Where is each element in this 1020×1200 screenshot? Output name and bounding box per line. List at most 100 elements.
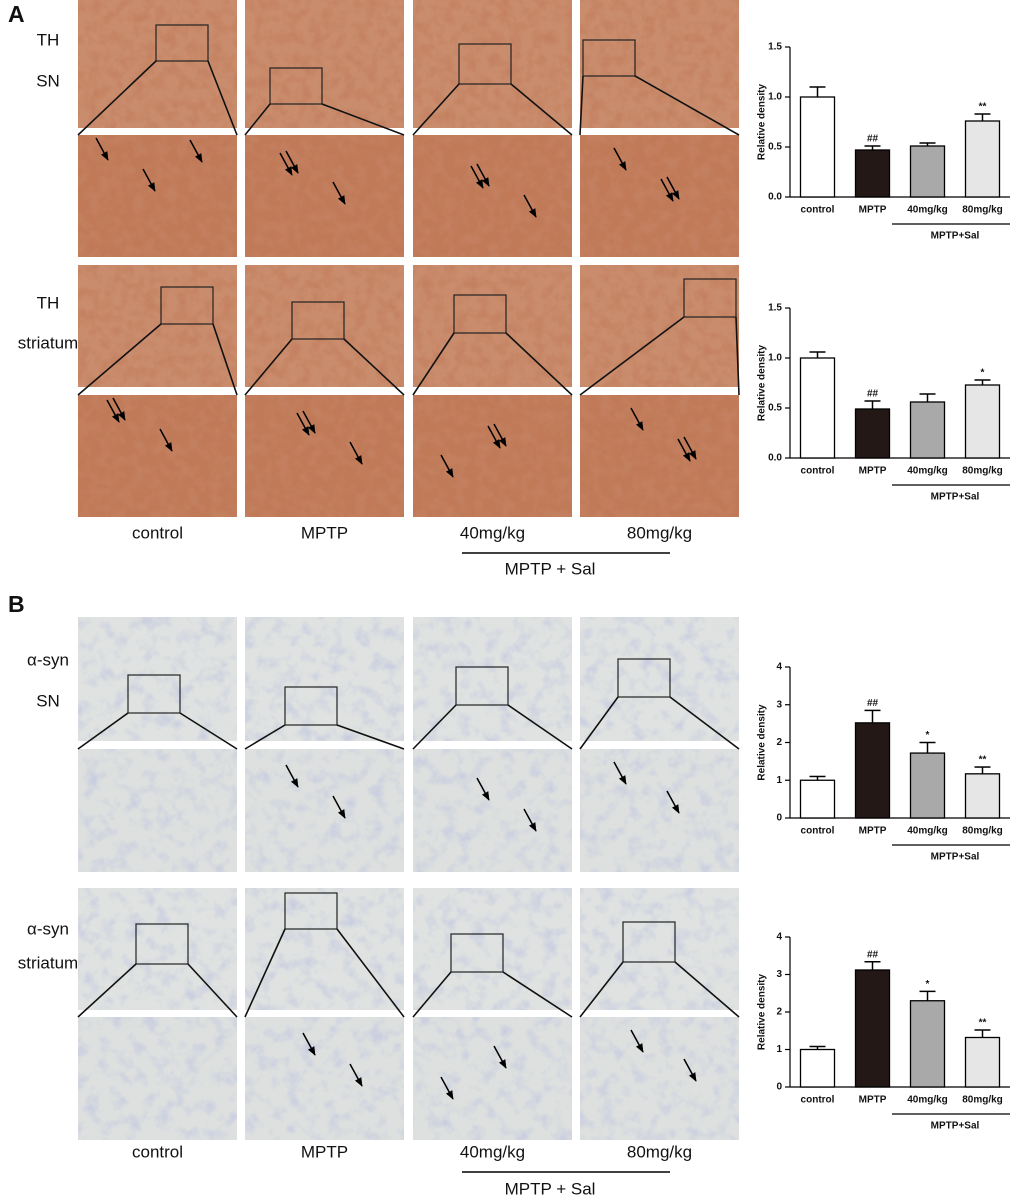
row-label: α-syn <box>27 919 69 938</box>
significance-label: * <box>926 730 930 741</box>
x-tick-label: MPTP <box>859 1095 887 1106</box>
inset-box <box>455 666 509 706</box>
arrow <box>285 150 299 174</box>
column-label: control <box>132 523 183 542</box>
arrow <box>666 790 680 814</box>
x-tick-label: 80mg/kg <box>962 205 1003 216</box>
zoom-texture <box>78 749 237 872</box>
panel-label: A <box>8 1 25 27</box>
inset-box <box>683 278 737 318</box>
row-label: TH <box>37 293 60 312</box>
significance-label: ** <box>979 102 987 113</box>
arrow <box>440 454 454 478</box>
micrograph-texture <box>245 888 404 1010</box>
zoom-texture <box>245 135 404 257</box>
inset-box <box>160 286 214 325</box>
zoom-line <box>735 316 740 396</box>
micrograph-texture <box>245 0 404 128</box>
row-label: striatum <box>18 953 78 972</box>
micrograph-texture <box>580 617 739 741</box>
inset-box <box>284 686 338 726</box>
bar <box>909 752 946 819</box>
y-tick-label: 0.0 <box>768 192 782 203</box>
arrow <box>106 399 120 423</box>
group-label: MPTP+Sal <box>931 231 980 242</box>
inset-box <box>453 294 507 334</box>
inset-box <box>127 674 181 714</box>
y-tick-label: 2 <box>776 1007 782 1018</box>
arrow <box>332 181 346 205</box>
arrow <box>660 178 674 202</box>
zoom-texture <box>245 749 404 872</box>
zoom-line <box>634 75 740 136</box>
y-tick-label: 0.0 <box>768 453 782 464</box>
bar <box>799 1048 836 1088</box>
y-axis-label: Relative density <box>757 973 768 1050</box>
inset-box <box>582 39 636 77</box>
inset-box <box>269 67 323 105</box>
zoom-line <box>579 696 619 750</box>
zoom-texture <box>580 749 739 872</box>
y-tick-label: 1 <box>776 775 782 786</box>
zoom-line <box>579 961 624 1018</box>
y-tick-label: 1 <box>776 1044 782 1055</box>
row-label: striatum <box>18 333 78 352</box>
arrow <box>285 764 299 788</box>
bar <box>799 357 836 459</box>
arrow <box>302 1032 316 1056</box>
micrograph-texture <box>78 0 237 128</box>
significance-label: ** <box>979 755 987 766</box>
arrow <box>493 1045 507 1069</box>
bar <box>799 779 836 819</box>
zoom-line <box>179 712 238 750</box>
y-tick-label: 1.5 <box>768 303 782 314</box>
bar <box>799 96 836 198</box>
y-axis-label: Relative density <box>757 83 768 160</box>
bar <box>909 145 946 198</box>
row-label: α-syn <box>27 650 69 669</box>
arrow <box>523 194 537 218</box>
bar <box>964 384 1001 459</box>
y-tick-label: 1.5 <box>768 42 782 53</box>
y-tick-label: 1.0 <box>768 353 782 364</box>
micrograph-texture <box>580 888 739 1010</box>
y-tick-label: 0.5 <box>768 142 782 153</box>
zoom-line <box>336 928 405 1018</box>
zoom-line <box>507 704 573 750</box>
arrow <box>296 412 310 436</box>
arrow <box>487 425 501 449</box>
zoom-line <box>510 83 573 136</box>
x-tick-label: control <box>801 826 835 837</box>
zoom-line <box>343 338 405 396</box>
bar <box>854 408 891 459</box>
zoom-line <box>212 323 238 396</box>
arrow <box>440 1076 454 1100</box>
x-tick-label: control <box>801 466 835 477</box>
group-label: MPTP + Sal <box>505 559 596 578</box>
bar <box>964 773 1001 819</box>
micrograph-texture <box>413 265 572 387</box>
zoom-line <box>207 60 238 136</box>
y-tick-label: 4 <box>776 932 782 943</box>
zoom-line <box>77 712 129 750</box>
bar <box>854 149 891 198</box>
significance-label: * <box>926 979 930 990</box>
significance-label: ## <box>867 134 879 145</box>
arrow <box>523 808 537 832</box>
micrograph-texture <box>413 617 572 741</box>
x-tick-label: MPTP <box>859 826 887 837</box>
x-tick-label: control <box>801 1095 835 1106</box>
inset-box <box>450 933 504 973</box>
column-label: MPTP <box>301 523 348 542</box>
zoom-line <box>412 83 460 136</box>
arrow <box>349 441 363 465</box>
group-label: MPTP+Sal <box>931 1121 980 1132</box>
zoom-texture <box>413 135 572 257</box>
column-label: 80mg/kg <box>627 523 692 542</box>
significance-label: ## <box>867 949 879 960</box>
arrow <box>476 777 490 801</box>
zoom-line <box>77 323 162 396</box>
micrograph-texture <box>245 617 404 741</box>
zoom-line <box>505 332 573 396</box>
